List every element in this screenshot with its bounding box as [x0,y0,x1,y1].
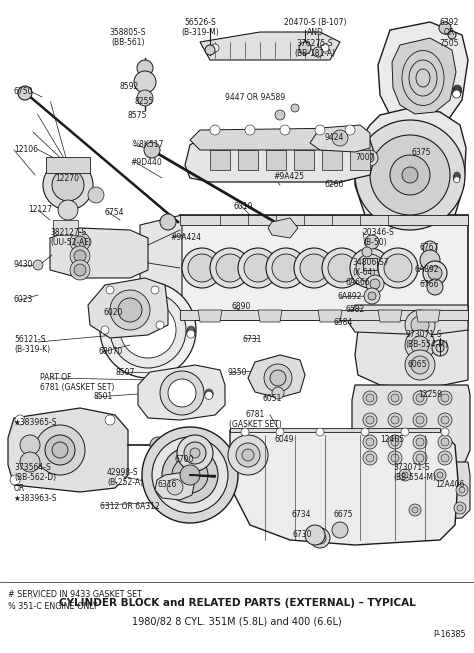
Polygon shape [352,385,470,468]
Text: 6312 OR 6A312: 6312 OR 6A312 [100,502,160,511]
Circle shape [316,428,324,436]
Circle shape [454,174,460,180]
Circle shape [205,390,213,398]
Circle shape [106,286,114,294]
Circle shape [411,356,429,374]
Circle shape [294,248,334,288]
Text: 6A892: 6A892 [415,265,439,274]
Circle shape [100,282,196,378]
Polygon shape [268,218,298,238]
Circle shape [453,88,461,95]
Circle shape [275,110,285,120]
Circle shape [459,487,465,493]
Circle shape [453,88,461,97]
Circle shape [350,248,390,288]
Circle shape [454,85,461,93]
Circle shape [448,31,456,39]
Circle shape [137,60,153,76]
Circle shape [177,435,213,471]
Text: 6781
(GASKET SET): 6781 (GASKET SET) [228,410,282,430]
Circle shape [134,71,156,93]
Text: 358805-S
(BB-561): 358805-S (BB-561) [110,28,146,48]
Polygon shape [363,258,377,270]
Polygon shape [318,310,342,322]
Circle shape [205,390,213,398]
Circle shape [363,451,377,465]
Text: 56526-S
(B-319-M): 56526-S (B-319-M) [181,18,219,37]
Text: 12106: 12106 [14,145,38,154]
Circle shape [441,454,449,462]
Circle shape [427,279,443,295]
Circle shape [210,248,250,288]
Circle shape [300,254,328,282]
Circle shape [363,435,377,449]
Circle shape [362,247,372,257]
Circle shape [70,260,90,280]
Text: 6731: 6731 [243,335,263,344]
Polygon shape [230,428,440,432]
Circle shape [216,254,244,282]
Text: 6023: 6023 [14,295,33,304]
Text: 373071-S
(BB-554-M): 373071-S (BB-554-M) [405,330,448,349]
Circle shape [456,484,468,496]
Circle shape [332,130,348,146]
Text: #9A425: #9A425 [273,172,304,181]
Circle shape [437,472,443,478]
Circle shape [205,45,215,55]
Circle shape [454,173,460,179]
Circle shape [276,428,284,436]
Text: 42998-S
(B-252-A): 42998-S (B-252-A) [107,468,143,487]
Polygon shape [294,150,314,170]
Circle shape [436,344,444,352]
Circle shape [315,125,325,135]
Text: 6065: 6065 [408,360,428,369]
Polygon shape [258,310,282,322]
Circle shape [52,169,84,201]
Circle shape [457,505,463,511]
Circle shape [187,330,195,338]
Circle shape [266,248,306,288]
Text: 20470-S (B-107)
AND
376275-S
(BB-181-A): 20470-S (B-107) AND 376275-S (BB-181-A) [284,18,346,58]
Text: 6020: 6020 [104,308,123,317]
Circle shape [402,167,418,183]
Circle shape [391,394,399,402]
Circle shape [299,42,311,54]
Circle shape [210,125,220,135]
Text: 6890: 6890 [232,302,251,311]
Polygon shape [350,150,370,170]
Text: 8592: 8592 [120,82,139,91]
Circle shape [454,172,460,178]
Circle shape [322,248,362,288]
Text: 12127: 12127 [28,205,52,214]
Circle shape [115,475,125,485]
Circle shape [366,454,374,462]
Circle shape [368,292,376,300]
Circle shape [345,125,355,135]
Text: 9447 OR 9A589: 9447 OR 9A589 [225,93,285,102]
Text: ★383965-S: ★383965-S [14,418,57,427]
Circle shape [454,172,460,178]
Circle shape [365,235,379,249]
Circle shape [391,454,399,462]
Polygon shape [190,128,360,150]
Text: 6584: 6584 [334,318,354,327]
Circle shape [33,260,43,270]
Text: 6375: 6375 [412,148,431,157]
Polygon shape [210,150,230,170]
Polygon shape [180,310,468,320]
Circle shape [305,525,325,545]
Circle shape [242,449,254,461]
Circle shape [453,86,461,93]
Polygon shape [416,310,440,322]
Text: 34806-S7
(X-64): 34806-S7 (X-64) [352,258,389,278]
Text: 9430: 9430 [14,260,34,269]
Circle shape [454,176,460,182]
Circle shape [205,391,213,400]
Polygon shape [238,150,258,170]
Polygon shape [140,215,182,322]
Circle shape [388,391,402,405]
Circle shape [45,435,75,465]
Circle shape [205,391,213,399]
Circle shape [439,22,451,34]
Circle shape [245,125,255,135]
